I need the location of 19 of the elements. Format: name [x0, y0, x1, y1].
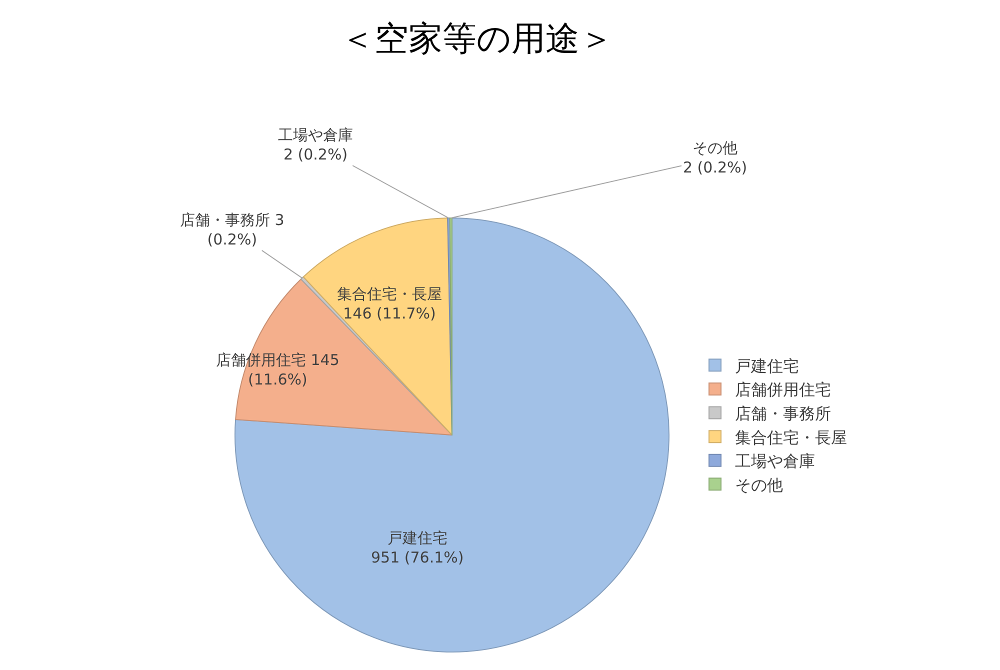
data-label: 2 (0.2%) — [683, 158, 748, 176]
slice-label: 集合住宅・長屋 — [337, 285, 442, 303]
text: (11.6%) — [248, 370, 308, 388]
slice-label: 工場や倉庫 — [278, 126, 353, 144]
chart-title: ＜空家等の用途＞ — [340, 18, 614, 59]
data-label: 951 (76.1%) — [371, 548, 464, 566]
legend-label: 店舗併用住宅 — [735, 380, 831, 400]
legend-label: 工場や倉庫 — [735, 452, 815, 471]
legend-label: 店舗・事務所 — [735, 404, 831, 424]
category-label: 店舗・事務所 3 — [180, 211, 284, 229]
text: (0.2%) — [207, 230, 258, 248]
slice-label: 戸建住宅 — [387, 529, 448, 547]
pie-slice — [449, 218, 452, 436]
legend-label: 集合住宅・長屋 — [735, 428, 847, 447]
slice-label: その他 — [692, 139, 738, 157]
legend-label: 戸建住宅 — [735, 356, 799, 376]
legend-label: その他 — [735, 475, 783, 494]
data-label: 146 (11.7%) — [343, 304, 436, 322]
data-label: 2 (0.2%) — [283, 146, 348, 164]
